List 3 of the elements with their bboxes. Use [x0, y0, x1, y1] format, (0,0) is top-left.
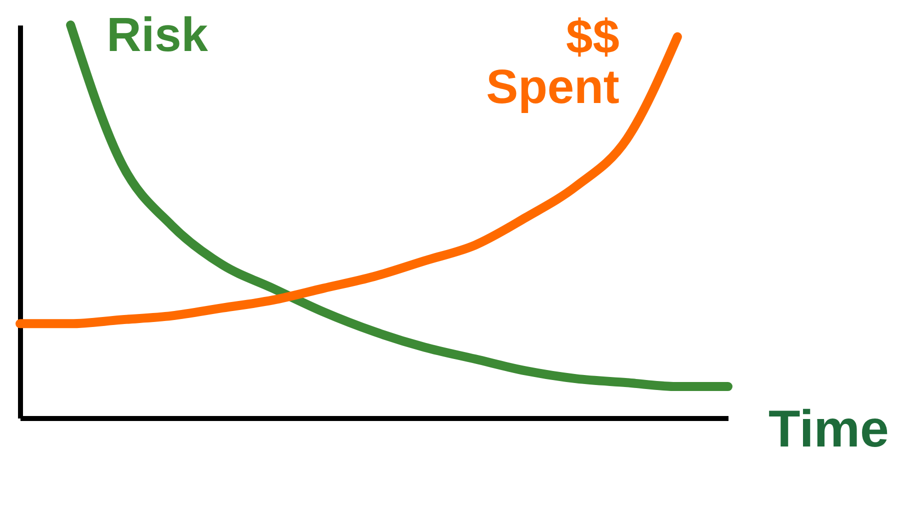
x-axis-title: Time [768, 400, 889, 458]
series-label: Risk [106, 9, 208, 62]
series-label: $$ Spent [486, 10, 620, 114]
